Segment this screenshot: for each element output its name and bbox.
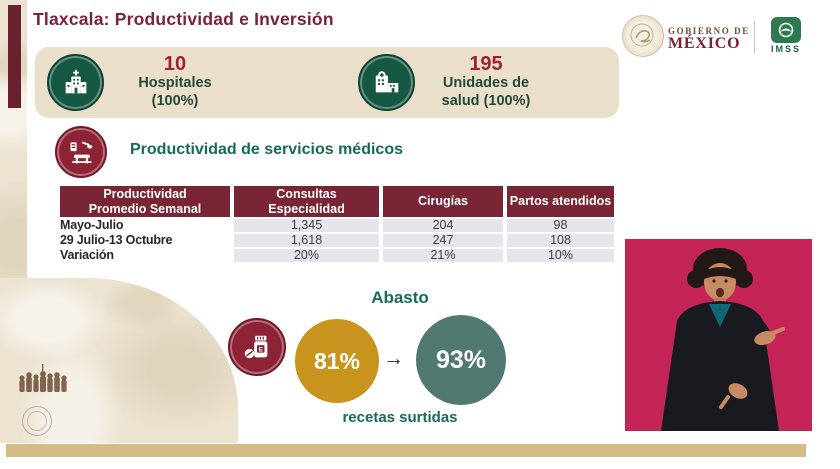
arrow-right-icon: → bbox=[383, 347, 404, 370]
cell-cirugias: 204 bbox=[383, 219, 503, 232]
mexico-label: MÉXICO bbox=[668, 35, 741, 52]
sign-language-interpreter-video bbox=[625, 239, 812, 431]
stat-unidades-salud: 195 Unidades de salud (100%) bbox=[358, 54, 542, 111]
stat-hospitales: 10 Hospitales (100%) bbox=[47, 54, 231, 111]
abasto-caption: recetas surtidas bbox=[342, 409, 458, 426]
surgery-room-icon bbox=[55, 126, 107, 178]
cell-consultas: 1,618 bbox=[234, 234, 379, 247]
abasto-before-circle: 81% bbox=[295, 319, 379, 403]
page-title: Tlaxcala: Productividad e Inversión bbox=[33, 9, 334, 29]
title-accent-bar bbox=[8, 5, 21, 108]
column-header-productividad: Productividad Promedio Semanal bbox=[60, 186, 230, 217]
figures-glyph bbox=[19, 364, 67, 392]
stat-unidades-value: 195 bbox=[469, 53, 503, 76]
imss-logo: IMSS bbox=[764, 17, 808, 54]
historical-figures-watermark bbox=[14, 362, 72, 400]
column-header-partos: Partos atendidos bbox=[507, 186, 614, 217]
table-header-row: Productividad Promedio Semanal Consultas… bbox=[60, 186, 614, 217]
cell-cirugias: 21% bbox=[383, 249, 503, 262]
stat-hospitales-label-2: (100%) bbox=[151, 93, 199, 109]
productivity-table: Productividad Promedio Semanal Consultas… bbox=[60, 186, 614, 262]
cell-cirugias: 247 bbox=[383, 234, 503, 247]
abasto-after-circle: 93% bbox=[416, 315, 506, 405]
surgery-room-glyph bbox=[70, 141, 93, 164]
stat-unidades-text: 195 Unidades de salud (100%) bbox=[430, 54, 542, 110]
row-label: Variación bbox=[60, 249, 114, 262]
hospital-icon bbox=[47, 54, 104, 111]
health-unit-icon bbox=[358, 54, 415, 111]
footer-bar bbox=[6, 444, 806, 457]
abasto-title: Abasto bbox=[371, 288, 429, 307]
row-label: 29 Julio-13 Octubre bbox=[60, 234, 173, 247]
stat-hospitales-text: 10 Hospitales (100%) bbox=[119, 54, 231, 110]
cell-partos: 98 bbox=[507, 219, 614, 232]
interpreter-illustration bbox=[625, 239, 812, 431]
cell-partos: 108 bbox=[507, 234, 614, 247]
mexico-seal-icon bbox=[622, 15, 664, 57]
medicine-bottle-icon: E bbox=[228, 318, 286, 376]
stat-hospitales-label-1: Hospitales bbox=[138, 75, 212, 92]
stat-unidades-label-2: salud (100%) bbox=[441, 93, 531, 109]
abasto-before-value: 81% bbox=[313, 347, 361, 374]
imss-eagle-glyph bbox=[778, 22, 794, 38]
stat-unidades-label-1: Unidades de bbox=[442, 75, 530, 92]
stats-summary-box: 10 Hospitales (100%) bbox=[35, 47, 619, 118]
medicine-bottle-glyph: E bbox=[244, 335, 268, 359]
table-row: Mayo-Julio 1,345 204 98 bbox=[60, 219, 614, 232]
column-header-consultas: Consultas Especialidad bbox=[234, 186, 379, 217]
gobierno-de-label: GOBIERNO DE bbox=[668, 26, 750, 36]
section-title: Productividad de servicios médicos bbox=[130, 141, 403, 158]
health-unit-glyph bbox=[375, 70, 398, 92]
table-body: Mayo-Julio 1,345 204 98 29 Julio-13 Octu… bbox=[60, 219, 614, 262]
column-header-cirugias: Cirugías bbox=[383, 186, 503, 217]
logo-divider bbox=[754, 21, 755, 53]
cell-consultas: 1,345 bbox=[234, 219, 379, 232]
cell-partos: 10% bbox=[507, 249, 614, 262]
table-row: 29 Julio-13 Octubre 1,618 247 108 bbox=[60, 234, 614, 247]
gobierno-de-mexico-wordmark: GOBIERNO DE MÉXICO bbox=[668, 26, 750, 53]
svg-text:E: E bbox=[259, 346, 264, 353]
abasto-after-value: 93% bbox=[435, 345, 487, 374]
imss-label: IMSS bbox=[770, 44, 801, 54]
cell-consultas: 20% bbox=[234, 249, 379, 262]
imss-logo-icon bbox=[771, 17, 801, 43]
hospital-glyph bbox=[65, 69, 86, 93]
row-label: Mayo-Julio bbox=[60, 219, 124, 232]
eagle-seal-glyph bbox=[630, 23, 654, 47]
table-row: Variación 20% 21% 10% bbox=[60, 249, 614, 262]
stat-hospitales-value: 10 bbox=[163, 53, 187, 76]
circular-seal-watermark bbox=[22, 406, 52, 436]
